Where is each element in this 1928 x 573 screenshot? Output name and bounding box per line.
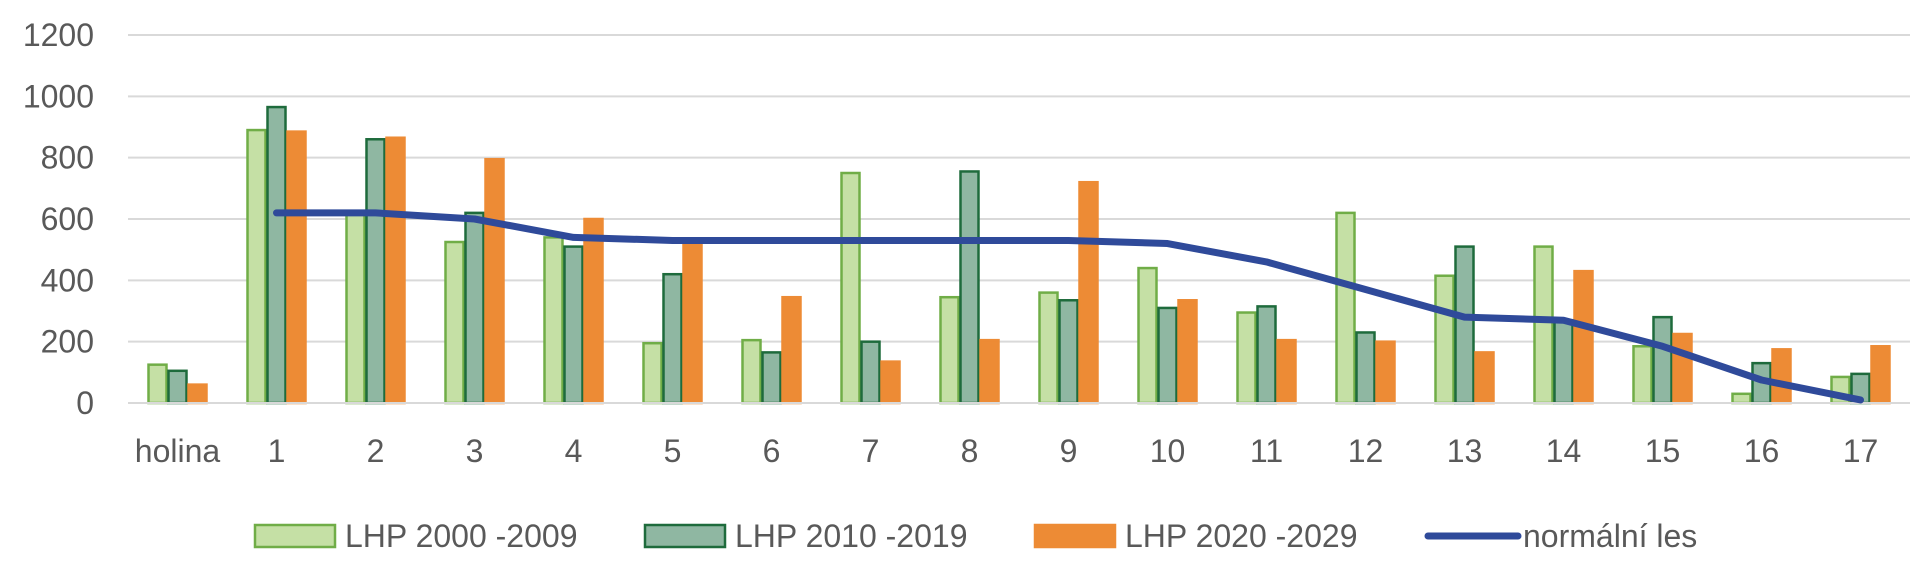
- x-tick-label: 12: [1348, 433, 1384, 469]
- bar: [187, 383, 208, 405]
- bar: [939, 295, 960, 405]
- x-tick-label: 2: [367, 433, 385, 469]
- y-axis-ticks: 0 200 400 600 800 1000 1200: [23, 17, 94, 421]
- bar: [1038, 291, 1059, 405]
- bar: [266, 105, 287, 405]
- legend: LHP 2000 -2009 LHP 2010 -2019 LHP 2020 -20…: [253, 518, 1697, 554]
- bar: [1177, 299, 1198, 405]
- bar: [1078, 180, 1099, 405]
- bar: [1870, 345, 1891, 405]
- x-tick-label: 7: [862, 433, 880, 469]
- x-axis-ticks: holina 1 2 3 4 5 6 7 8 9 10 11 12 13 14 15 16 17: [135, 433, 1879, 469]
- bar: [1335, 211, 1356, 405]
- bar: [1632, 345, 1653, 405]
- bar: [1533, 245, 1554, 405]
- legend-item: LHP 2010 -2019: [643, 518, 967, 554]
- legend-swatch: [643, 523, 727, 549]
- bar: [1771, 348, 1792, 405]
- y-tick-label: 600: [41, 201, 94, 237]
- bar: [1672, 332, 1693, 405]
- bar: [385, 136, 406, 405]
- line-series: [273, 209, 1864, 404]
- series-line: [273, 209, 1864, 404]
- x-tick-label: 4: [565, 433, 583, 469]
- legend-label: LHP 2000 -2009: [345, 518, 577, 554]
- bar: [444, 240, 465, 405]
- bar: [286, 130, 307, 405]
- legend-swatch: [1033, 523, 1117, 549]
- bar: [246, 128, 267, 405]
- bar: [781, 295, 802, 405]
- bar: [1236, 311, 1257, 405]
- x-tick-label: holina: [135, 433, 221, 469]
- bar: [1553, 318, 1574, 405]
- bar: [682, 239, 703, 405]
- x-tick-label: 8: [961, 433, 979, 469]
- x-tick-label: 17: [1843, 433, 1879, 469]
- bar: [167, 369, 188, 405]
- bar: [1375, 340, 1396, 405]
- x-tick-label: 10: [1150, 433, 1186, 469]
- bar: [860, 340, 881, 405]
- y-tick-label: 0: [76, 385, 94, 421]
- bar: [563, 245, 584, 405]
- legend-label: LHP 2020 -2029: [1125, 518, 1357, 554]
- bar: [1137, 266, 1158, 405]
- x-tick-label: 9: [1060, 433, 1078, 469]
- y-tick-label: 1000: [23, 78, 94, 114]
- bar: [1652, 315, 1673, 405]
- x-tick-label: 14: [1546, 433, 1582, 469]
- legend-item: normální les: [1424, 518, 1697, 554]
- bar: [1058, 299, 1079, 405]
- y-tick-label: 1200: [23, 17, 94, 53]
- legend-item: LHP 2020 -2029: [1033, 518, 1357, 554]
- bar: [741, 338, 762, 405]
- legend-swatch: [253, 523, 337, 549]
- x-tick-label: 16: [1744, 433, 1780, 469]
- bar: [147, 363, 168, 405]
- x-tick-label: 15: [1645, 433, 1681, 469]
- bar: [543, 236, 564, 405]
- x-tick-label: 1: [268, 433, 286, 469]
- y-tick-label: 200: [41, 324, 94, 360]
- bar: [840, 171, 861, 405]
- bars: [147, 105, 1891, 405]
- bar: [1474, 351, 1495, 405]
- legend-item: LHP 2000 -2009: [253, 518, 577, 554]
- bar: [1731, 392, 1752, 405]
- bar: [1256, 305, 1277, 405]
- legend-label: normální les: [1523, 518, 1697, 554]
- y-tick-label: 400: [41, 262, 94, 298]
- bar: [761, 351, 782, 405]
- x-tick-label: 6: [763, 433, 781, 469]
- bar: [583, 217, 604, 405]
- x-tick-label: 13: [1447, 433, 1483, 469]
- bar: [484, 157, 505, 405]
- x-tick-label: 5: [664, 433, 682, 469]
- bar: [365, 138, 386, 405]
- bar: [642, 341, 663, 405]
- bar: [880, 360, 901, 405]
- bar: [979, 338, 1000, 405]
- bar: [1454, 245, 1475, 405]
- y-tick-label: 800: [41, 140, 94, 176]
- x-tick-label: 3: [466, 433, 484, 469]
- bar: [1434, 274, 1455, 405]
- legend-label: LHP 2010 -2019: [735, 518, 967, 554]
- bar: [1157, 306, 1178, 405]
- bar: [959, 170, 980, 405]
- bar: [1355, 331, 1376, 405]
- x-tick-label: 11: [1250, 433, 1283, 469]
- bar: [345, 213, 366, 405]
- bar: [662, 272, 683, 405]
- bar: [464, 211, 485, 405]
- bar: [1276, 338, 1297, 405]
- bar: [1573, 269, 1594, 405]
